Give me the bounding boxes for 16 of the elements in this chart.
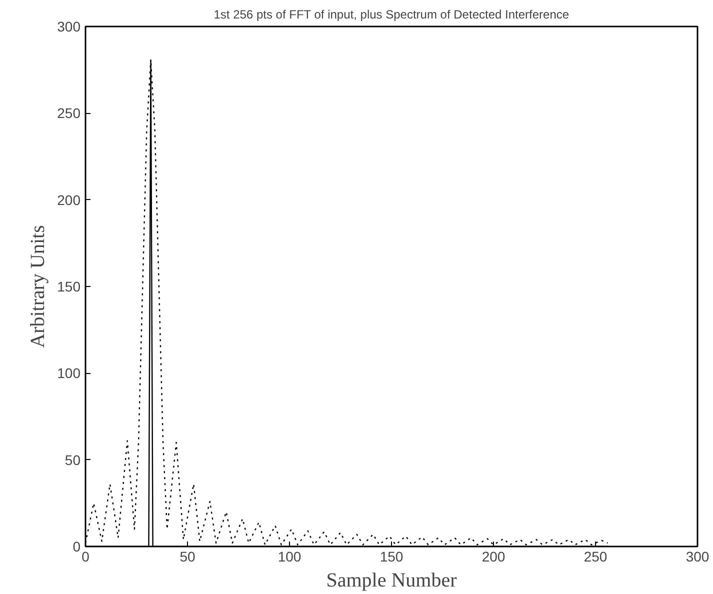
y-tick-label: 250	[57, 105, 81, 122]
y-tick-label: 50	[64, 452, 81, 468]
y-tick-label: 100	[57, 365, 81, 382]
x-tick-label: 250	[584, 548, 608, 564]
x-tick-label: 100	[278, 548, 302, 564]
x-axis-title: Sample Number	[326, 570, 458, 592]
y-tick-label: 150	[57, 278, 81, 294]
x-tick-label: 50	[180, 548, 196, 564]
x-tick-label: 200	[482, 548, 506, 564]
y-axis-title: Arbitrary Units	[27, 224, 50, 348]
y-tick-label: 0	[72, 538, 81, 554]
x-tick-label: 300	[686, 548, 710, 564]
chart-title: 1st 256 pts of FFT of input, plus Spectrum of Detected Interference	[214, 8, 570, 22]
y-tick-label: 200	[57, 192, 81, 208]
y-tick-label: 300	[57, 18, 81, 34]
x-tick-label: 150	[380, 548, 404, 564]
